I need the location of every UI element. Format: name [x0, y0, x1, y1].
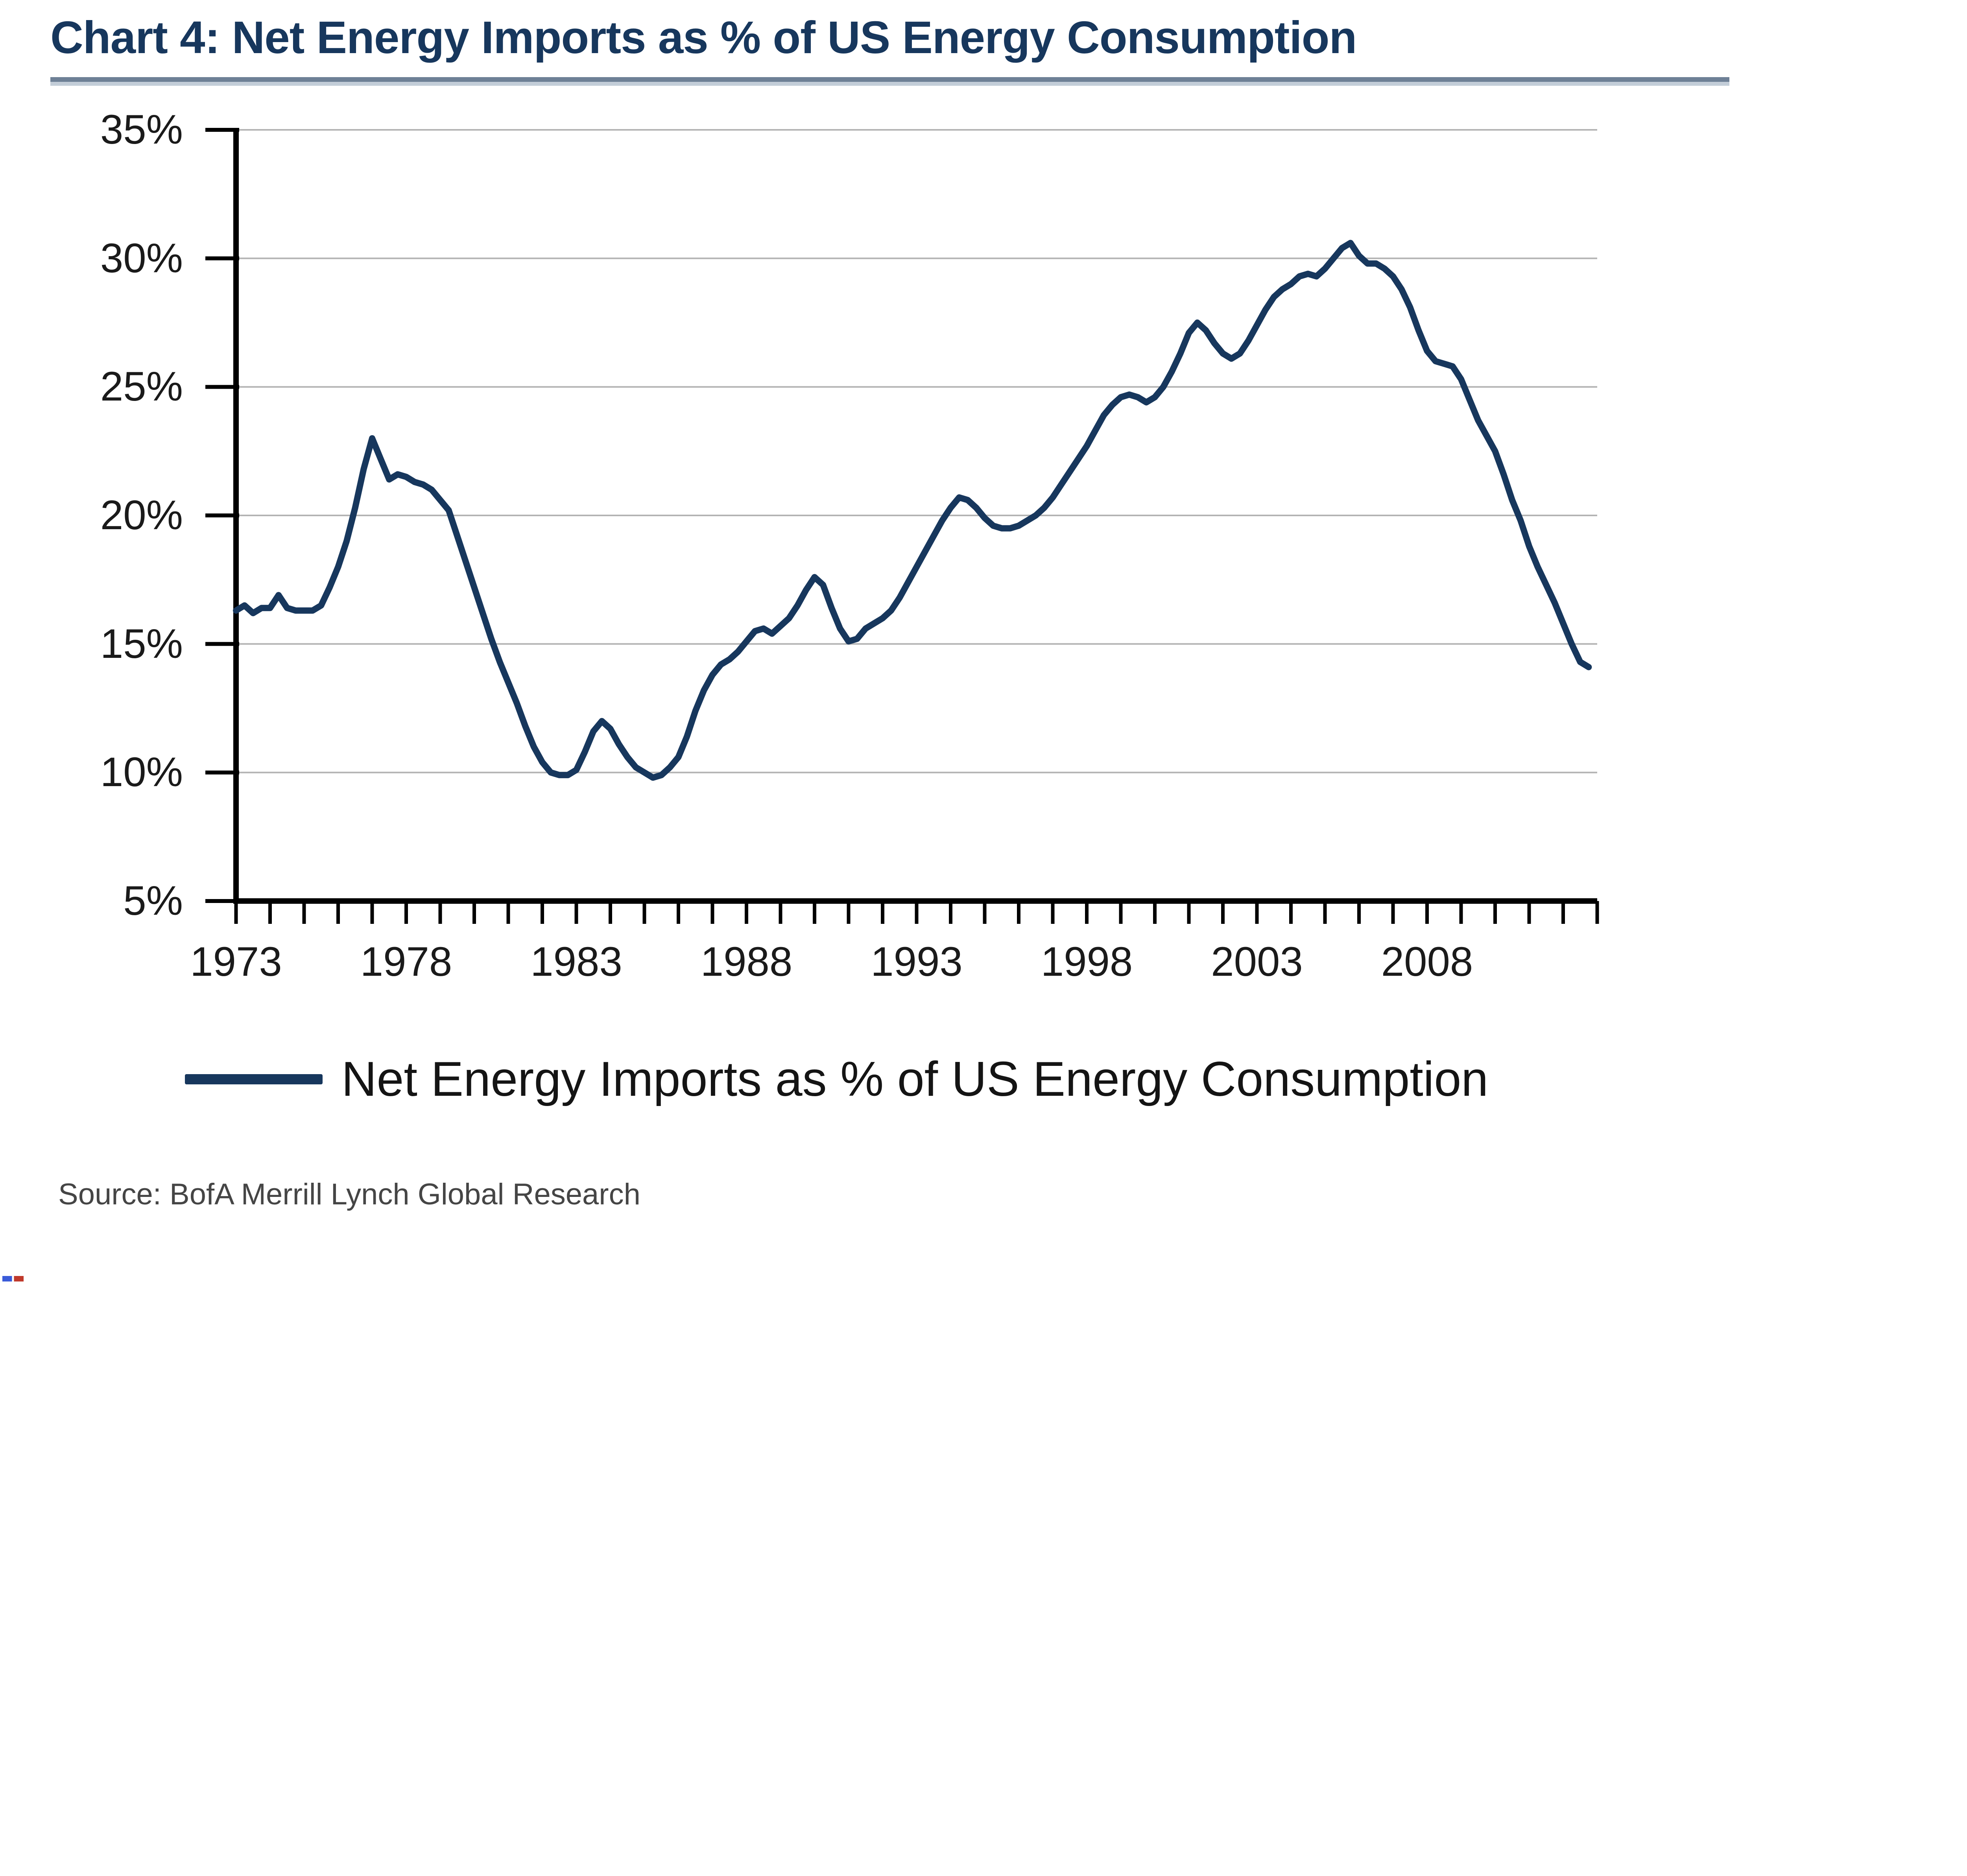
- x-axis-tick-label: 1988: [700, 939, 793, 985]
- title-rule: [50, 77, 1729, 82]
- x-axis-tick-label: 1998: [1041, 939, 1133, 985]
- y-axis-tick-label: 5%: [123, 878, 183, 924]
- chart-legend: Net Energy Imports as % of US Energy Con…: [185, 1051, 1488, 1107]
- x-axis-tick-label: 2008: [1381, 939, 1473, 985]
- net-energy-imports-line-chart: [205, 128, 1599, 924]
- legend-line-swatch: [185, 1074, 323, 1084]
- y-axis-tick-label: 20%: [100, 492, 183, 538]
- line-chart-plot-area: 5% 10% 15% 20% 25% 30% 35% 1973 1978 1983 1988 199…: [100, 107, 1599, 985]
- y-axis-tick-label: 10%: [100, 749, 183, 796]
- x-axis-tick-label: 1993: [871, 939, 963, 985]
- x-axis-tick-label: 1978: [360, 939, 452, 985]
- source-note: Source: BofA Merrill Lynch Global Resear…: [58, 1178, 640, 1211]
- y-axis-tick-label: 30%: [100, 235, 183, 281]
- y-axis-tick-label: 15%: [100, 620, 183, 667]
- y-axis-tick-label: 25%: [100, 364, 183, 410]
- series-line: [233, 240, 1592, 781]
- title-rule-shadow: [50, 82, 1729, 86]
- x-axis-tick-label: 1973: [190, 939, 282, 985]
- y-axis-tick-label: 35%: [100, 107, 183, 153]
- x-axis-tick-label: 2003: [1211, 939, 1303, 985]
- chart-title: Chart 4: Net Energy Imports as % of US E…: [50, 12, 1357, 63]
- screen-artifact: [2, 1276, 24, 1281]
- legend-series-label: Net Energy Imports as % of US Energy Con…: [341, 1052, 1489, 1106]
- x-axis-tick-label: 1983: [530, 939, 622, 985]
